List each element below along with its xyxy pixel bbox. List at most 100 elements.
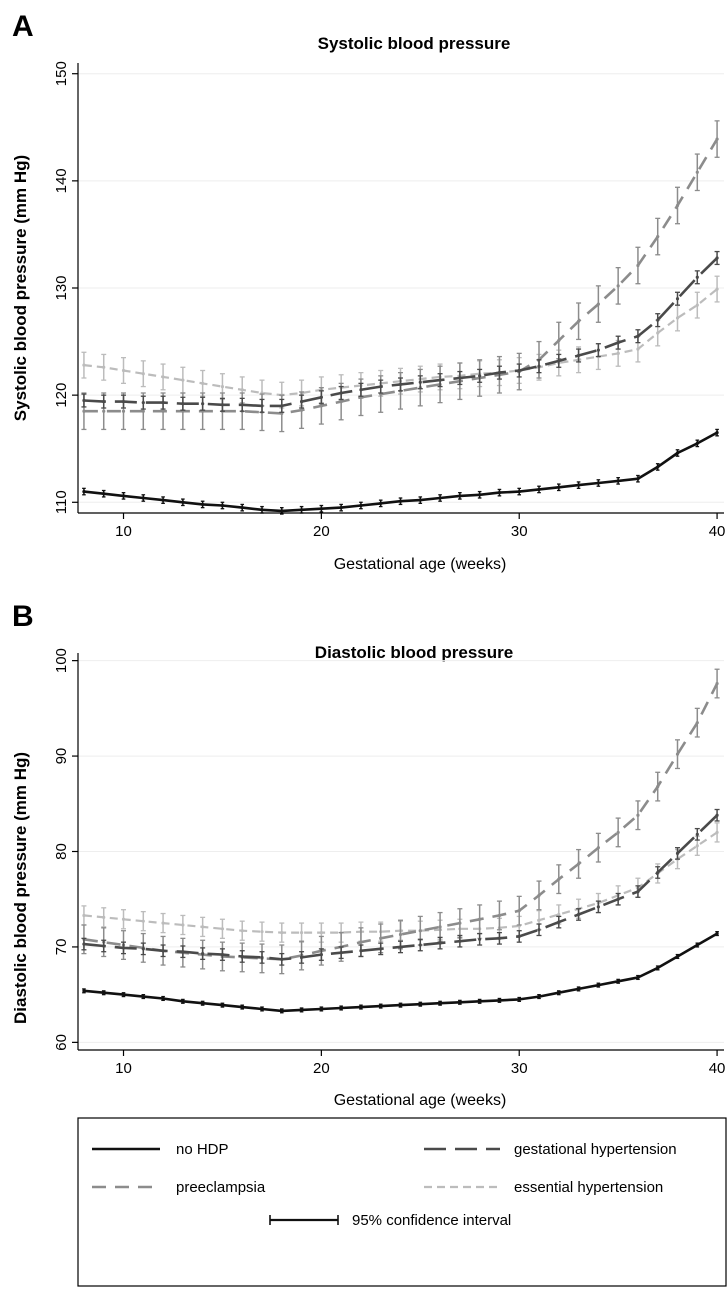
data-point	[497, 913, 502, 918]
data-point	[418, 929, 422, 933]
data-point	[121, 368, 126, 373]
data-point	[656, 966, 660, 970]
data-point	[161, 401, 165, 405]
data-point	[201, 1001, 205, 1005]
data-point	[675, 451, 680, 455]
data-point	[576, 987, 581, 991]
data-point	[181, 378, 185, 382]
data-point	[181, 999, 185, 1003]
data-point	[478, 999, 482, 1003]
data-point	[220, 927, 225, 931]
data-point	[359, 940, 363, 944]
data-point	[478, 917, 482, 921]
data-point	[557, 338, 561, 343]
data-point	[339, 399, 343, 404]
data-point	[141, 372, 145, 376]
data-point	[576, 319, 581, 323]
series-no-hdp	[82, 428, 719, 515]
data-point	[616, 351, 620, 355]
data-point	[359, 1005, 363, 1009]
legend-label-no-hdp: no HDP	[176, 1141, 229, 1158]
xlabel-diastolic: Gestational age (weeks)	[334, 1092, 507, 1109]
data-point	[656, 870, 660, 875]
data-point	[695, 170, 699, 174]
x-tick-label: 20	[313, 523, 330, 540]
data-point	[339, 1006, 343, 1010]
data-point	[260, 508, 264, 512]
data-point	[280, 931, 284, 935]
data-point	[715, 931, 719, 936]
data-point	[458, 921, 462, 925]
x-tick-label: 10	[115, 523, 132, 540]
data-point	[121, 993, 126, 997]
data-point	[102, 492, 106, 496]
data-point	[161, 921, 165, 925]
data-point	[220, 1003, 225, 1007]
panel-letter-b: B	[12, 600, 34, 633]
panel-systolic: A Systolic blood pressure 110 120 130 140 15…	[11, 10, 725, 573]
data-point	[260, 955, 264, 960]
legend-entry-gestational-hypertension: gestational hypertension	[424, 1141, 677, 1158]
data-point	[596, 905, 600, 909]
data-point	[596, 302, 600, 306]
data-point	[220, 503, 225, 508]
data-point	[398, 932, 403, 937]
data-point	[181, 402, 185, 406]
x-tick-label: 40	[709, 1060, 726, 1077]
data-point	[576, 483, 581, 487]
data-point	[379, 501, 383, 505]
data-point	[537, 364, 541, 368]
data-point	[497, 371, 502, 375]
data-point	[102, 399, 106, 404]
series-line-essential-hypertension	[83, 831, 718, 934]
data-point	[695, 844, 699, 848]
data-point	[537, 487, 541, 492]
data-point	[596, 983, 600, 987]
series-preeclampsia	[81, 668, 720, 975]
legend-entry-essential-hypertension: essential hypertension	[424, 1179, 663, 1196]
data-point	[299, 955, 304, 960]
data-point	[517, 934, 521, 939]
data-point	[438, 941, 442, 945]
xlabel-systolic: Gestational age (weeks)	[334, 556, 507, 573]
series-line-preeclampsia	[83, 138, 719, 415]
data-point	[438, 1001, 442, 1005]
data-point	[497, 936, 502, 940]
data-point	[398, 382, 403, 387]
data-point	[715, 431, 719, 435]
data-point	[220, 384, 225, 389]
data-point	[102, 409, 106, 413]
data-point	[537, 893, 541, 897]
legend-entry-ci: 95% confidence interval	[269, 1212, 511, 1229]
data-point	[260, 1007, 264, 1011]
data-point	[636, 347, 640, 351]
data-point	[220, 403, 225, 407]
data-point	[82, 398, 86, 403]
data-point	[260, 930, 264, 934]
data-point	[497, 998, 502, 1002]
data-point	[675, 954, 680, 959]
data-point	[695, 721, 699, 725]
data-point	[616, 284, 620, 288]
x-tick-label: 10	[115, 1060, 132, 1077]
y-tick-label: 110	[53, 490, 70, 514]
x-tick-label: 30	[511, 523, 528, 540]
data-point	[576, 353, 581, 358]
data-point	[201, 925, 205, 929]
data-point	[596, 348, 600, 352]
data-point	[82, 489, 86, 494]
data-point	[695, 832, 699, 836]
data-point	[319, 931, 323, 935]
data-point	[121, 946, 126, 950]
data-point	[220, 952, 225, 957]
data-point	[141, 919, 145, 923]
data-point	[82, 363, 86, 367]
data-point	[339, 506, 343, 510]
data-point	[418, 498, 422, 502]
data-point	[299, 399, 304, 404]
data-point	[299, 1008, 304, 1012]
legend-box	[77, 1117, 727, 1287]
series-line-preeclampsia	[83, 682, 719, 961]
y-tick-label: 90	[53, 748, 70, 765]
data-point	[675, 316, 680, 320]
